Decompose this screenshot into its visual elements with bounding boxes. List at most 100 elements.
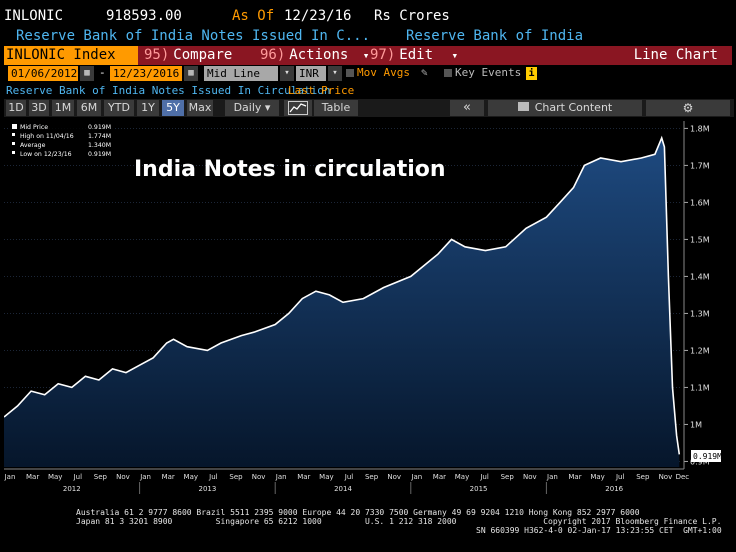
x-tick-label: Sep: [501, 473, 515, 481]
menu-bar: INLONIC Index 95) Compare 96) Actions ▾ 97…: [4, 46, 732, 65]
y-tick-label: 1.6M: [690, 198, 710, 207]
security-header: INLONIC 918593.00 As Of 12/23/16 Rs Cror…: [4, 6, 734, 28]
x-tick-label: Jul: [479, 473, 489, 481]
frequency-select[interactable]: Daily ▾: [225, 100, 279, 116]
as-of-date: 12/23/16: [284, 8, 352, 24]
chart-title: India Notes in circulation: [134, 157, 446, 182]
footer-line-1: Australia 61 2 9777 8600 Brazil 5511 239…: [76, 508, 640, 517]
period-button-1y[interactable]: 1Y: [137, 100, 159, 116]
legend-value: 1.774M: [88, 133, 111, 140]
x-tick-label: Mar: [297, 473, 310, 481]
x-tick-label: Mar: [433, 473, 446, 481]
actions-menu[interactable]: 96) Actions ▾: [260, 46, 369, 65]
year-label: 2016: [605, 485, 623, 493]
pen-icon[interactable]: ✎: [421, 66, 428, 79]
x-tick-label: Mar: [162, 473, 175, 481]
ticker: INLONIC: [4, 8, 64, 24]
start-date-input[interactable]: 01/06/2012: [8, 66, 78, 81]
x-tick-label: May: [319, 473, 333, 481]
units-label: Rs Crores: [374, 8, 450, 24]
y-tick-label: 1.2M: [690, 346, 710, 355]
y-axis: 1.8M1.7M1.6M1.5M1.4M1.3M1.2M1.1M1M0.9M: [683, 121, 710, 469]
settings-gear-icon[interactable]: ⚙: [646, 100, 730, 116]
end-calendar-icon[interactable]: ▦: [184, 66, 198, 81]
legend-label: Average: [20, 142, 46, 149]
last-value: 918593.00: [106, 8, 182, 24]
frequency-label: Daily: [233, 101, 262, 114]
currency-dropdown-icon[interactable]: ▾: [328, 66, 342, 81]
line-chart[interactable]: 1.8M1.7M1.6M1.5M1.4M1.3M1.2M1.1M1M0.9M J…: [4, 117, 734, 503]
chart-content-button[interactable]: Chart Content: [488, 100, 642, 116]
edit-menu[interactable]: 97) Edit ▾: [370, 46, 464, 65]
year-label: 2013: [198, 485, 216, 493]
table-button[interactable]: Table: [314, 100, 358, 116]
x-tick-label: Nov: [659, 473, 673, 481]
legend-value: 1.340M: [88, 142, 111, 149]
key-events-checkbox[interactable]: [444, 69, 452, 77]
chart-area[interactable]: 1.8M1.7M1.6M1.5M1.4M1.3M1.2M1.1M1M0.9M J…: [4, 117, 734, 503]
mov-avgs-checkbox[interactable]: [346, 69, 354, 77]
period-button-6m[interactable]: 6M: [77, 100, 101, 116]
y-tick-label: 1M: [690, 420, 702, 429]
period-button-1m[interactable]: 1M: [52, 100, 74, 116]
x-tick-label: Nov: [116, 473, 130, 481]
period-button-3d[interactable]: 3D: [29, 100, 49, 116]
price-mode-dropdown-icon[interactable]: ▾: [280, 66, 294, 81]
footer-line-3: SN 660399 H362-4-0 02-Jan-17 13:23:55 CE…: [476, 526, 722, 535]
legend-marker: [12, 124, 17, 129]
year-label: 2012: [63, 485, 81, 493]
security-source: Reserve Bank of India: [406, 28, 584, 44]
x-tick-label: Jul: [344, 473, 354, 481]
x-tick-label: Jan: [139, 473, 151, 481]
x-tick-label: May: [590, 473, 604, 481]
x-axis: Jan Mar May Jul Sep Nov Jan Mar May Jul Sep Nov Jan M…: [4, 468, 690, 494]
index-field[interactable]: INLONIC Index: [4, 46, 138, 65]
collapse-icon[interactable]: «: [450, 100, 484, 116]
line-chart-icon[interactable]: [284, 100, 312, 116]
legend-marker: [12, 142, 15, 145]
view-type-label: Line Chart: [633, 47, 718, 63]
actions-number: 96): [260, 47, 286, 63]
series-description-row: Reserve Bank of India Notes Issued In Ci…: [4, 83, 734, 99]
x-tick-label: Jul: [73, 473, 83, 481]
y-tick-label: 1.1M: [690, 383, 710, 392]
view-type[interactable]: Line Chart: [466, 46, 732, 65]
legend-label: High on 11/04/16: [20, 133, 74, 140]
legend-marker: [12, 133, 15, 136]
key-events-label: Key Events: [455, 66, 522, 79]
compare-menu[interactable]: 95) Compare: [144, 46, 256, 65]
x-tick-label: Jul: [208, 473, 218, 481]
date-separator: -: [99, 66, 106, 79]
x-tick-label: Jan: [275, 473, 287, 481]
x-tick-label: Mar: [568, 473, 581, 481]
period-button-ytd[interactable]: YTD: [104, 100, 134, 116]
as-of-label: As Of: [232, 8, 275, 24]
last-value-tag: 0.919M: [693, 452, 722, 461]
end-date-input[interactable]: 12/23/2016: [110, 66, 182, 81]
series-line: [4, 135, 681, 455]
period-button-5y[interactable]: 5Y: [162, 100, 184, 116]
year-label: 2014: [334, 485, 352, 493]
y-tick-label: 1.5M: [690, 235, 710, 244]
security-description-row: Reserve Bank of India Notes Issued In C.…: [4, 27, 734, 47]
x-tick-label: Jan: [410, 473, 422, 481]
actions-label: Actions: [289, 47, 349, 63]
period-button-1d[interactable]: 1D: [6, 100, 26, 116]
info-icon[interactable]: i: [526, 67, 537, 80]
currency-select[interactable]: INR: [296, 66, 326, 81]
x-tick-label: Mar: [26, 473, 39, 481]
compare-label: Compare: [173, 47, 233, 63]
start-calendar-icon[interactable]: ▦: [80, 66, 94, 81]
edit-number: 97): [370, 47, 396, 63]
x-tick-label: Sep: [94, 473, 108, 481]
legend-value: 0.919M: [88, 124, 111, 131]
x-tick-label: Dec: [676, 473, 690, 481]
period-button-max[interactable]: Max: [187, 100, 213, 116]
price-mode-select[interactable]: Mid Line: [204, 66, 278, 81]
legend-value: 0.919M: [88, 151, 111, 158]
x-tick-label: May: [48, 473, 62, 481]
x-tick-label: Jul: [615, 473, 625, 481]
index-label: INLONIC Index: [6, 47, 116, 63]
edit-label: Edit: [399, 47, 434, 63]
period-bar: 1D 3D 1M 6M YTD 1Y 5Y Max Daily ▾ Table « Chart…: [4, 99, 734, 117]
